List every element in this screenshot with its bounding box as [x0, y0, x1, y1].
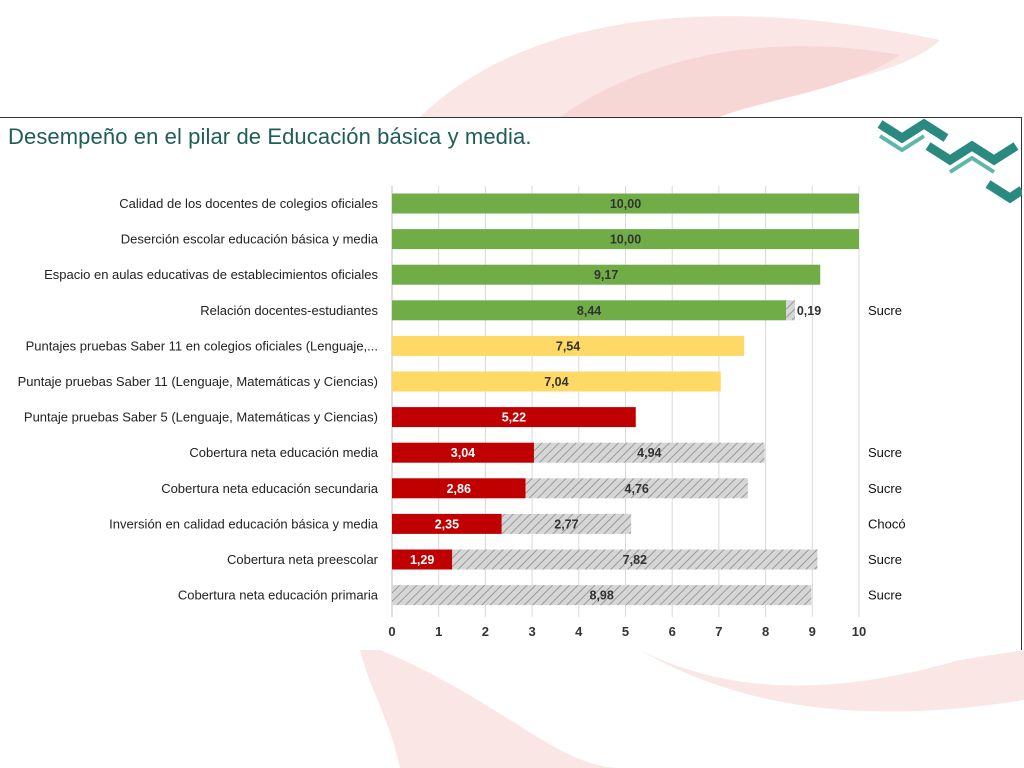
- bar-gap: [452, 549, 818, 570]
- annotation-label: Sucre: [868, 303, 902, 318]
- bar-primary: [392, 193, 859, 214]
- labels: 0 1 2 3 4 5 6 7 8 9 10 Calidad de los docentes de c…: [18, 196, 906, 639]
- bars: [392, 193, 859, 606]
- x-tick-label: 7: [715, 624, 722, 639]
- data-label: 2,35: [435, 517, 459, 531]
- annotation-label: Sucre: [868, 445, 902, 460]
- category-label: Relación docentes-estudiantes: [200, 303, 378, 318]
- data-label: 7,04: [544, 375, 568, 389]
- x-tick-label: 3: [528, 624, 535, 639]
- annotation-label: Sucre: [868, 481, 902, 496]
- gap-label: 8,98: [590, 589, 614, 603]
- annotation-label: Chocó: [868, 516, 906, 531]
- bar-primary: [392, 513, 502, 534]
- category-label: Espacio en aulas educativas de estableci…: [44, 267, 378, 282]
- data-label: 8,44: [577, 304, 601, 318]
- bar-gap: [392, 585, 812, 606]
- bar-primary: [392, 229, 859, 250]
- gap-label: 4,94: [637, 446, 661, 460]
- grid: [391, 186, 860, 617]
- category-label: Puntaje pruebas Saber 5 (Lenguaje, Matem…: [24, 410, 378, 425]
- data-label: 10,00: [610, 197, 641, 211]
- bar-gap: [533, 442, 765, 463]
- bar-primary: [392, 300, 787, 321]
- data-label: 10,00: [610, 233, 641, 247]
- category-label: Cobertura neta educación media: [189, 445, 378, 460]
- brand-logo: [877, 118, 1022, 204]
- bar-primary: [392, 264, 821, 285]
- data-label: 9,17: [594, 268, 618, 282]
- gap-label: 7,82: [623, 553, 647, 567]
- gap-label: 2,77: [554, 517, 578, 531]
- category-label: Deserción escolar educación básica y med…: [121, 232, 379, 247]
- slide-title: Desempeño en el pilar de Educación básic…: [8, 124, 532, 149]
- category-label: Cobertura neta educación secundaria: [161, 481, 379, 496]
- x-tick-label: 9: [809, 624, 816, 639]
- bar-primary: [392, 335, 745, 356]
- x-tick-label: 6: [669, 624, 676, 639]
- x-tick-label: 0: [388, 624, 395, 639]
- data-label: 5,22: [502, 411, 526, 425]
- bar-primary: [392, 442, 534, 463]
- category-label: Calidad de los docentes de colegios ofic…: [119, 196, 378, 211]
- x-tick-label: 1: [435, 624, 442, 639]
- data-label: 1,29: [410, 553, 434, 567]
- bar-gap: [525, 478, 748, 499]
- x-tick-label: 8: [762, 624, 769, 639]
- category-label: Puntaje pruebas Saber 11 (Lenguaje, Mate…: [18, 374, 378, 389]
- bar-gap: [786, 300, 796, 321]
- bar-gap: [501, 513, 632, 534]
- bar-primary: [392, 549, 453, 570]
- annotation-label: Sucre: [868, 588, 902, 603]
- category-label: Inversión en calidad educación básica y …: [109, 516, 379, 531]
- x-tick-label: 5: [622, 624, 629, 639]
- bar-primary: [392, 407, 636, 428]
- category-label: Puntajes pruebas Saber 11 en colegios of…: [26, 338, 378, 353]
- x-tick-label: 4: [575, 624, 583, 639]
- gap-label: 4,76: [625, 482, 649, 496]
- data-label: 7,54: [556, 339, 580, 353]
- category-label: Cobertura neta educación primaria: [178, 588, 379, 603]
- annotation-label: Sucre: [868, 552, 902, 567]
- x-tick-label: 2: [482, 624, 489, 639]
- x-tick-label: 10: [852, 624, 866, 639]
- gap-label: 0,19: [797, 304, 821, 318]
- category-label: Cobertura neta preescolar: [227, 552, 379, 567]
- bar-primary: [392, 478, 526, 499]
- data-label: 3,04: [451, 446, 475, 460]
- bar-primary: [392, 371, 721, 392]
- data-label: 2,86: [447, 482, 471, 496]
